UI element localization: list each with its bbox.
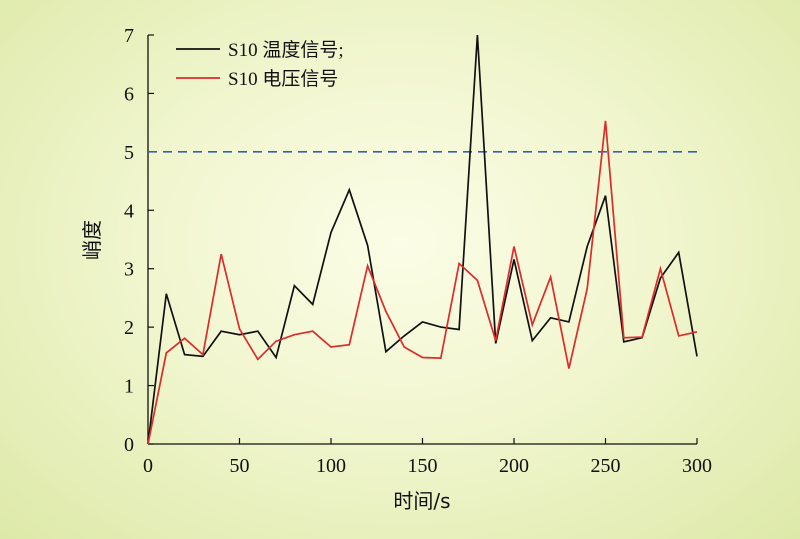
series-layer (147, 34, 698, 445)
y-tick-label: 6 (124, 83, 134, 105)
legend-label: S10 温度信号; (228, 39, 344, 61)
x-tick-label: 300 (682, 455, 712, 477)
y-tick-label: 3 (124, 259, 134, 281)
x-tick-label: 50 (230, 455, 250, 477)
y-tick-label: 5 (124, 142, 134, 164)
x-tick-label: 150 (408, 455, 438, 477)
x-tick-label: 0 (143, 455, 153, 477)
y-tick-label: 7 (124, 25, 134, 47)
y-tick-label: 2 (124, 317, 134, 339)
series-line-2 (147, 120, 698, 445)
axes: 0 50 100 150 200 250 300 0 1 2 3 4 5 6 7 (124, 25, 712, 477)
x-tick-label: 100 (316, 455, 346, 477)
x-axis-title: 时间/s (393, 489, 450, 513)
x-tick-label: 250 (591, 455, 621, 477)
y-tick-label: 4 (124, 200, 134, 222)
y-axis-title: 峭度 (80, 220, 104, 260)
legend: S10 温度信号; S10 电压信号 (176, 39, 344, 90)
legend-label: S10 电压信号 (228, 68, 338, 90)
series-line-1 (147, 34, 698, 445)
y-tick-label: 1 (124, 376, 134, 398)
x-tick-label: 200 (499, 455, 529, 477)
y-tick-label: 0 (124, 434, 134, 456)
